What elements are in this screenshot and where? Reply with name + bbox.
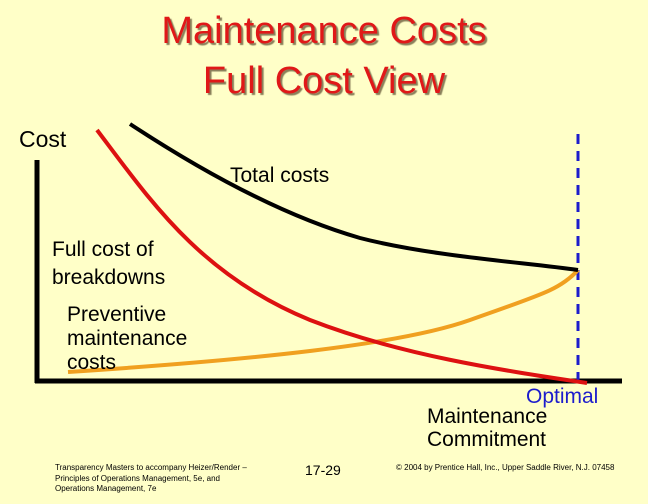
optimal-label-line-3: Commitment — [427, 428, 547, 451]
title-line-2: Full Cost View — [202, 60, 446, 102]
breakdowns-label-text: Full cost of breakdowns — [52, 238, 166, 289]
breakdown-cost-curve — [95, 128, 588, 385]
total-costs-label: Total costs — [230, 164, 330, 187]
preventive-label: Preventive maintenance costs — [67, 303, 207, 375]
footer-page-number: 17-29 — [305, 462, 341, 478]
optimal-label-line-1: Optimal — [526, 385, 599, 408]
optimal-label-line-2: Maintenance — [427, 405, 548, 428]
footer-source-note: Transparency Masters to accompany Heizer… — [55, 463, 247, 493]
title-line-1: Maintenance Costs — [161, 10, 487, 52]
y-axis-label: Cost — [19, 126, 67, 152]
breakdowns-label: Full cost of breakdowns — [52, 236, 192, 292]
preventive-cost-curve — [67, 268, 580, 374]
footer-copyright: © 2004 by Prentice Hall, Inc., Upper Sad… — [396, 463, 615, 472]
preventive-label-text: Preventive maintenance costs — [67, 303, 188, 374]
total-cost-curve — [128, 122, 579, 272]
